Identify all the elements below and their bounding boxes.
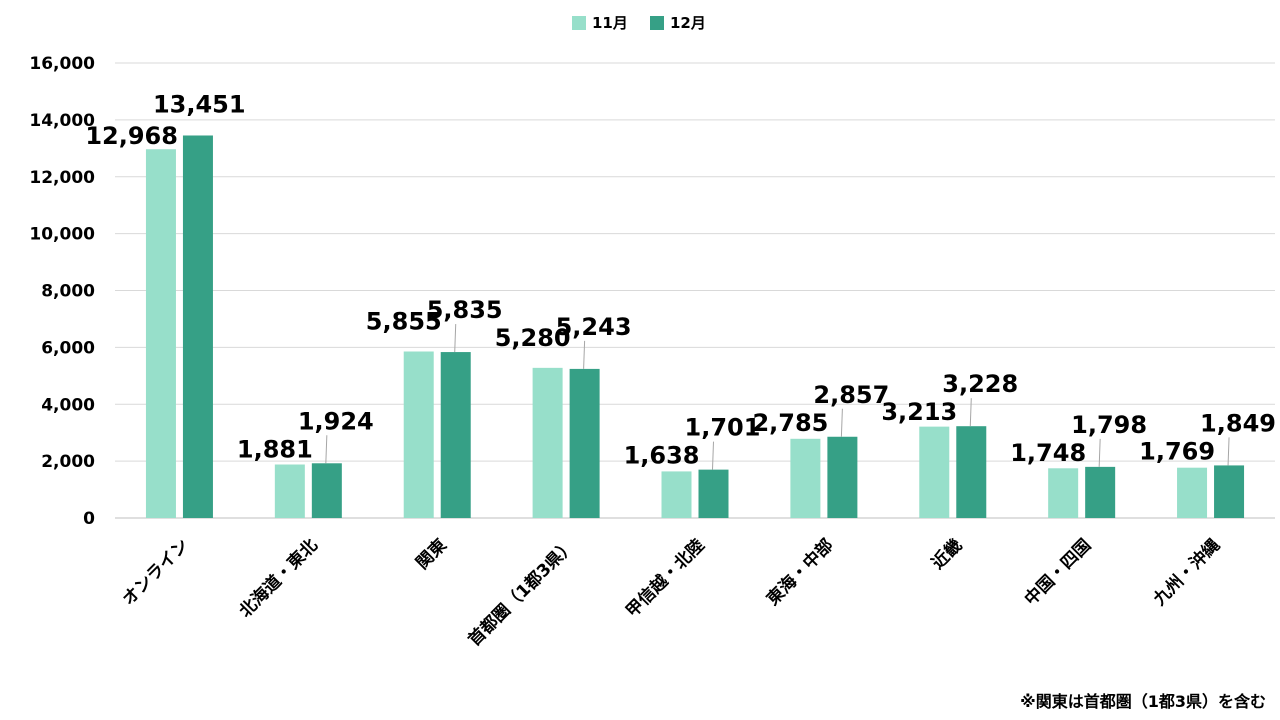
data-label-dec: 5,243 <box>556 313 632 341</box>
y-tick-label: 4,000 <box>41 395 95 415</box>
y-tick-label: 12,000 <box>29 168 95 188</box>
bar-dec <box>570 369 600 518</box>
category-label: オンライン <box>119 535 193 609</box>
bar-dec <box>827 437 857 518</box>
bar-dec <box>441 352 471 518</box>
data-label-dec: 1,849 <box>1200 409 1276 437</box>
bar-dec <box>183 135 213 518</box>
leader-line <box>584 341 585 369</box>
leader-line <box>713 442 714 470</box>
bar-nov <box>146 149 176 518</box>
data-label-nov: 3,213 <box>881 398 957 426</box>
data-label-dec: 2,857 <box>813 381 889 409</box>
data-label-nov: 1,881 <box>237 435 313 463</box>
leader-line <box>841 409 842 437</box>
legend-label-dec: 12月 <box>670 14 706 32</box>
category-labels: オンライン 北海道・東北 関東 首都圏（1都3県） 甲信越・北陸 東海・中部 近畿 中国・四国… <box>119 535 1224 651</box>
category-label: 九州・沖縄 <box>1148 535 1224 611</box>
legend-swatch-nov <box>572 16 586 30</box>
bar-chart: 02,0004,0006,0008,00010,00012,00014,0001… <box>0 0 1280 720</box>
y-tick-label: 6,000 <box>41 338 95 358</box>
data-label-dec: 1,924 <box>298 407 374 435</box>
category-label: 東海・中部 <box>762 535 837 610</box>
footnote: ※関東は首都圏（1都3県）を含む <box>1020 688 1266 712</box>
bar-nov <box>919 427 949 518</box>
legend-swatch-dec <box>650 16 664 30</box>
legend: 11月 12月 <box>572 14 706 32</box>
bar-nov <box>533 368 563 518</box>
bar-dec <box>312 463 342 518</box>
category-label: 北海道・東北 <box>235 535 322 622</box>
y-tick-label: 16,000 <box>29 54 95 74</box>
category-label: 中国・四国 <box>1020 535 1095 610</box>
y-tick-label: 10,000 <box>29 225 95 245</box>
data-label-dec: 13,451 <box>153 90 246 118</box>
bar-dec <box>956 426 986 518</box>
category-label: 関東 <box>412 535 451 574</box>
bar-dec <box>699 470 729 518</box>
data-label-nov: 1,638 <box>624 442 700 470</box>
data-label-nov: 12,968 <box>85 122 178 150</box>
bar-nov <box>1177 468 1207 518</box>
bar-nov <box>662 471 692 518</box>
data-label-dec: 5,835 <box>427 296 503 324</box>
data-label-dec: 1,701 <box>685 414 761 442</box>
category-label: 首都圏（1都3県） <box>464 535 580 651</box>
bar-nov <box>790 439 820 518</box>
data-label-dec: 1,798 <box>1071 411 1147 439</box>
leader-line <box>326 435 327 463</box>
bar-dec <box>1214 465 1244 518</box>
data-label-nov: 2,785 <box>752 409 828 437</box>
bar-nov <box>404 351 434 518</box>
leader-line <box>970 398 971 426</box>
data-label-dec: 3,228 <box>942 370 1018 398</box>
legend-label-nov: 11月 <box>592 14 628 32</box>
data-label-nov: 1,769 <box>1139 437 1215 465</box>
data-labels: 12,96813,4511,8811,9245,8555,8355,2805,2… <box>85 90 1276 469</box>
y-tick-label: 8,000 <box>41 282 95 302</box>
bar-dec <box>1085 467 1115 518</box>
leader-line <box>1099 439 1100 467</box>
category-label: 甲信越・北陸 <box>622 535 709 622</box>
category-label: 近畿 <box>927 535 966 574</box>
bar-nov <box>275 465 305 518</box>
y-tick-label: 2,000 <box>41 452 95 472</box>
bar-nov <box>1048 468 1078 518</box>
y-tick-label: 0 <box>83 509 95 529</box>
data-label-nov: 1,748 <box>1010 439 1086 467</box>
